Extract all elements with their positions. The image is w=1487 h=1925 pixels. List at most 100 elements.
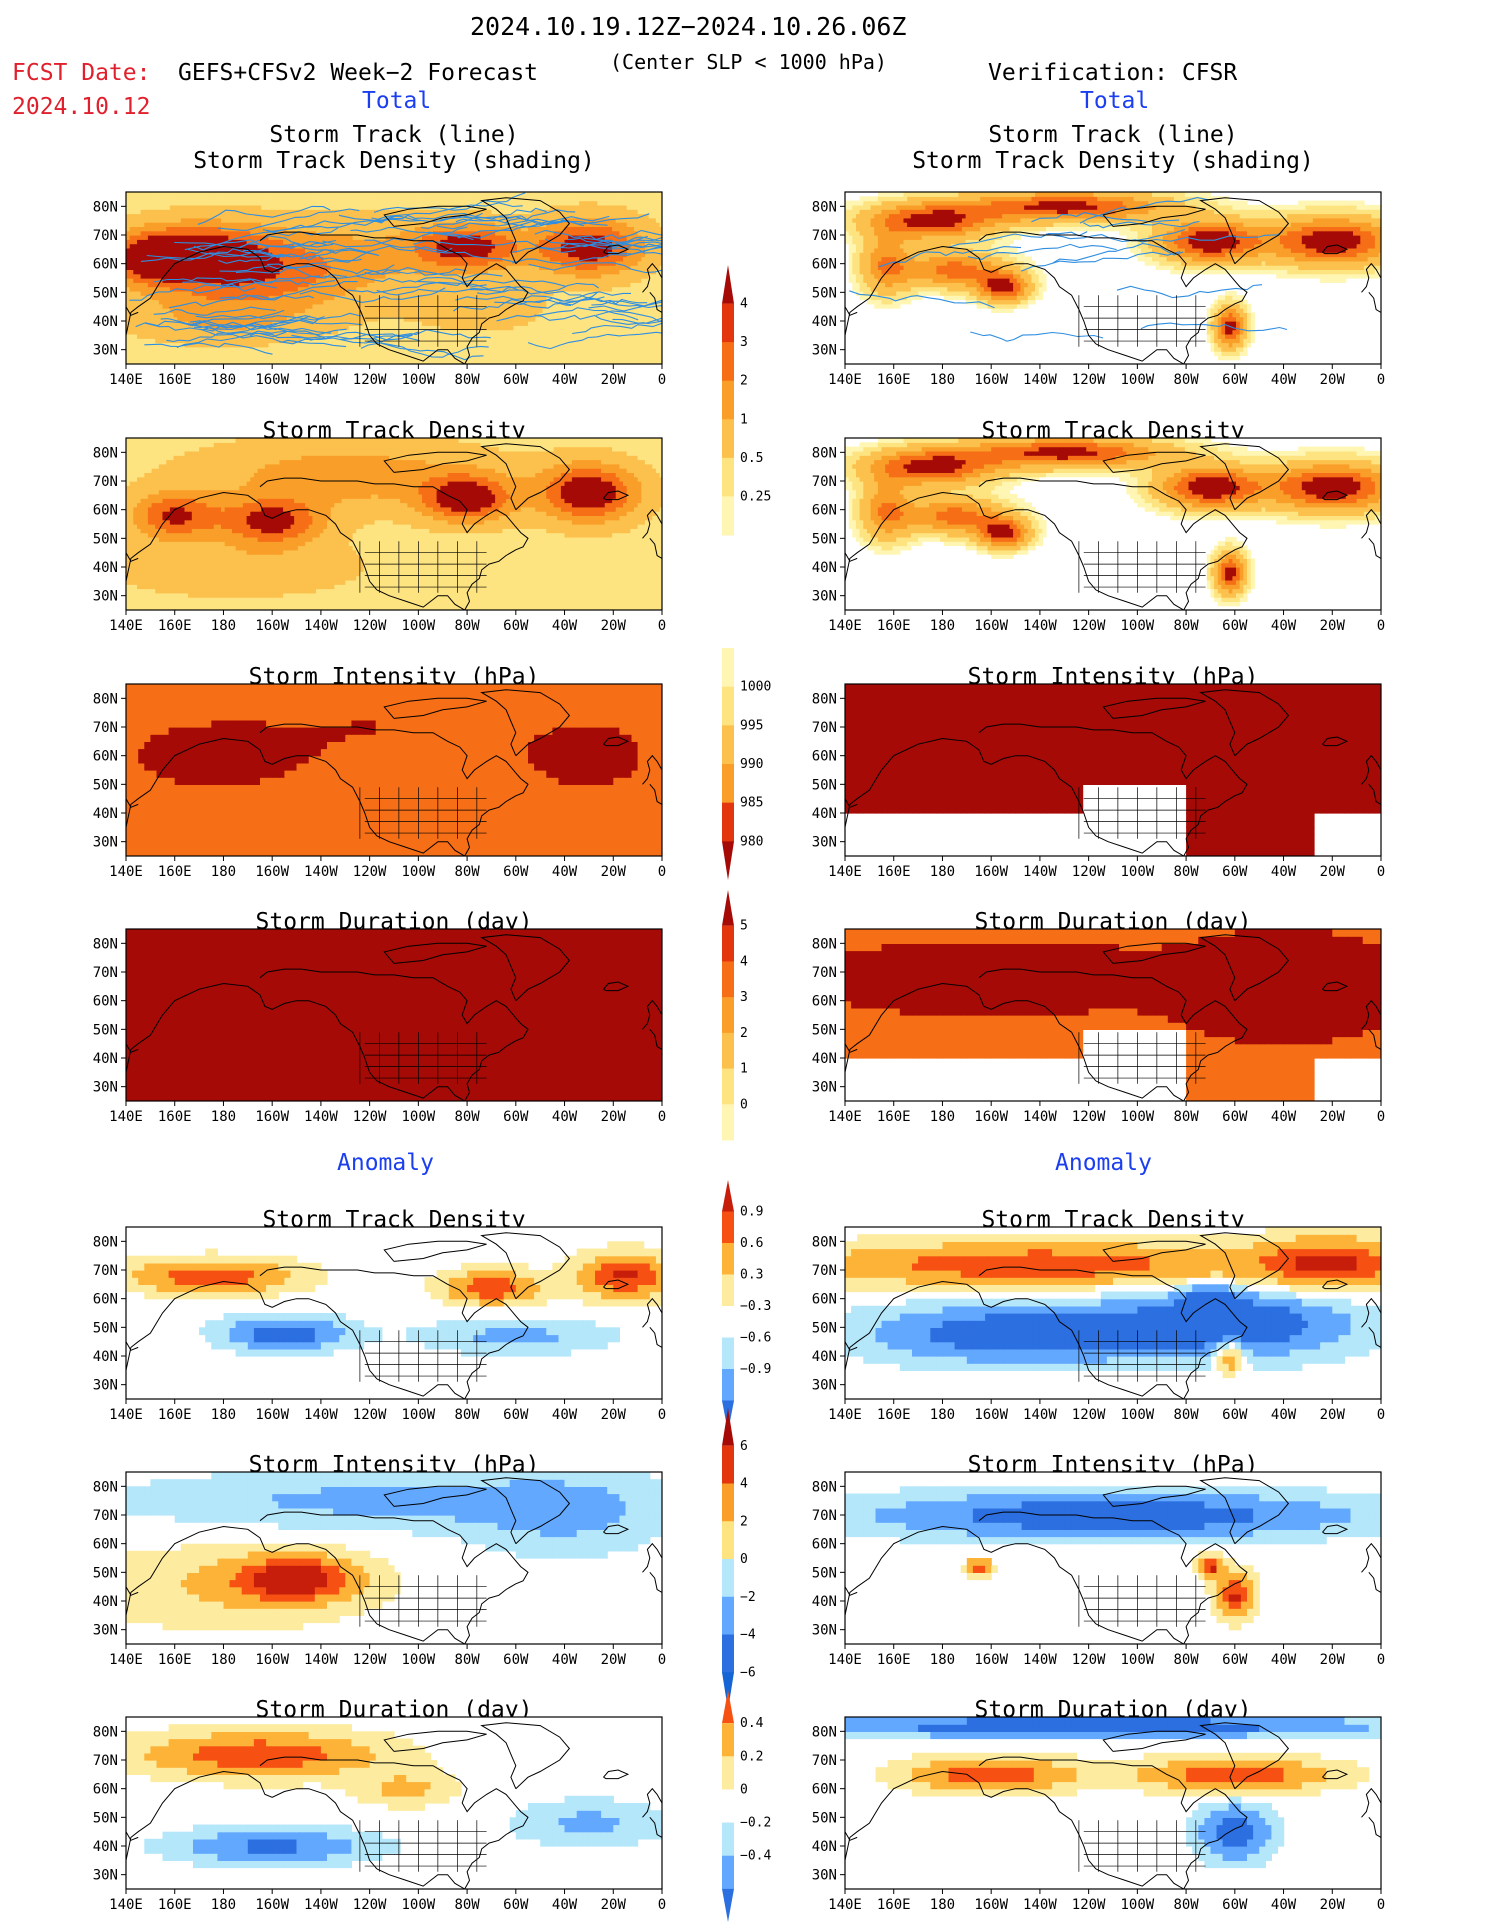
field-cell xyxy=(381,299,387,305)
field-cell xyxy=(210,265,215,270)
field-cell xyxy=(484,260,489,266)
field-cell xyxy=(228,338,233,344)
field-cell xyxy=(330,299,335,305)
field-cell xyxy=(454,217,460,223)
field-cell xyxy=(210,338,215,344)
field-cell xyxy=(517,312,522,318)
field-cell xyxy=(612,351,617,356)
field-cell xyxy=(144,325,149,331)
field-cell xyxy=(294,312,299,318)
field-cell xyxy=(191,346,197,352)
field-cell xyxy=(520,308,525,313)
field-cell xyxy=(261,217,266,223)
field-cell xyxy=(257,342,262,348)
field-cell xyxy=(535,303,540,309)
field-cell xyxy=(612,286,617,292)
field-cell xyxy=(465,226,471,232)
field-cell xyxy=(422,312,427,318)
field-cell xyxy=(436,252,441,258)
field-cell xyxy=(305,312,310,318)
field-cell xyxy=(407,355,412,361)
field-cell xyxy=(206,308,211,313)
field-cell xyxy=(297,351,303,356)
field-cell xyxy=(433,222,438,227)
field-cell xyxy=(586,308,591,313)
field-cell xyxy=(144,256,149,262)
field-cell xyxy=(440,299,445,305)
field-cell xyxy=(637,273,642,279)
field-cell xyxy=(268,256,273,262)
field-cell xyxy=(338,299,343,305)
field-cell xyxy=(151,247,156,253)
field-cell xyxy=(458,230,463,236)
field-cell xyxy=(447,278,452,283)
field-cell xyxy=(312,325,317,331)
field-cell xyxy=(495,338,500,344)
field-cell xyxy=(528,346,533,352)
field-cell xyxy=(374,312,379,318)
field-cell xyxy=(367,282,372,288)
field-cell xyxy=(608,359,613,364)
field-cell xyxy=(564,329,569,335)
field-cell xyxy=(283,312,288,318)
field-cell xyxy=(528,295,533,301)
field-cell xyxy=(458,222,463,227)
field-cell xyxy=(487,260,493,266)
field-cell xyxy=(615,222,620,227)
field-cell xyxy=(509,346,514,352)
field-cell xyxy=(195,252,200,258)
field-cell xyxy=(305,290,310,296)
field-cell xyxy=(367,303,372,309)
field-cell xyxy=(341,269,346,275)
field-cell xyxy=(506,256,511,262)
field-cell xyxy=(385,230,390,236)
field-cell xyxy=(330,355,335,361)
field-cell xyxy=(623,355,628,361)
field-cell xyxy=(126,273,131,279)
field-cell xyxy=(553,359,558,364)
field-cell xyxy=(429,252,434,258)
field-cell xyxy=(564,252,569,258)
field-cell xyxy=(451,239,456,245)
field-cell xyxy=(429,235,434,240)
field-cell xyxy=(641,299,646,305)
field-cell xyxy=(429,273,434,279)
field-cell xyxy=(553,222,558,227)
field-cell xyxy=(275,286,281,292)
field-cell xyxy=(502,355,507,361)
field-cell xyxy=(506,282,511,288)
field-cell xyxy=(232,321,237,326)
field-cell xyxy=(345,351,350,356)
field-cell xyxy=(290,282,295,288)
field-cell xyxy=(381,290,387,296)
field-cell xyxy=(352,346,357,352)
field-cell xyxy=(411,333,416,339)
field-cell xyxy=(557,256,562,262)
field-cell xyxy=(502,260,507,266)
field-cell xyxy=(440,321,445,326)
field-cell xyxy=(659,329,662,335)
field-cell xyxy=(539,359,544,364)
field-cell xyxy=(338,226,343,232)
field-cell xyxy=(458,312,463,318)
field-cell xyxy=(305,226,310,232)
field-cell xyxy=(327,303,332,309)
field-cell xyxy=(582,252,588,258)
field-cell xyxy=(564,230,569,236)
field-cell xyxy=(652,342,657,348)
field-cell xyxy=(560,308,566,313)
field-cell xyxy=(246,342,251,348)
field-cell xyxy=(345,312,350,318)
field-cell xyxy=(381,303,387,309)
field-cell xyxy=(191,312,197,318)
field-cell xyxy=(535,312,540,318)
field-cell xyxy=(261,295,266,301)
field-cell xyxy=(560,273,566,279)
field-cell xyxy=(579,230,584,236)
field-cell xyxy=(323,260,328,266)
field-cell xyxy=(465,239,471,245)
field-cell xyxy=(418,239,423,245)
field-cell xyxy=(367,273,372,279)
field-cell xyxy=(312,338,317,344)
field-cell xyxy=(433,273,438,279)
